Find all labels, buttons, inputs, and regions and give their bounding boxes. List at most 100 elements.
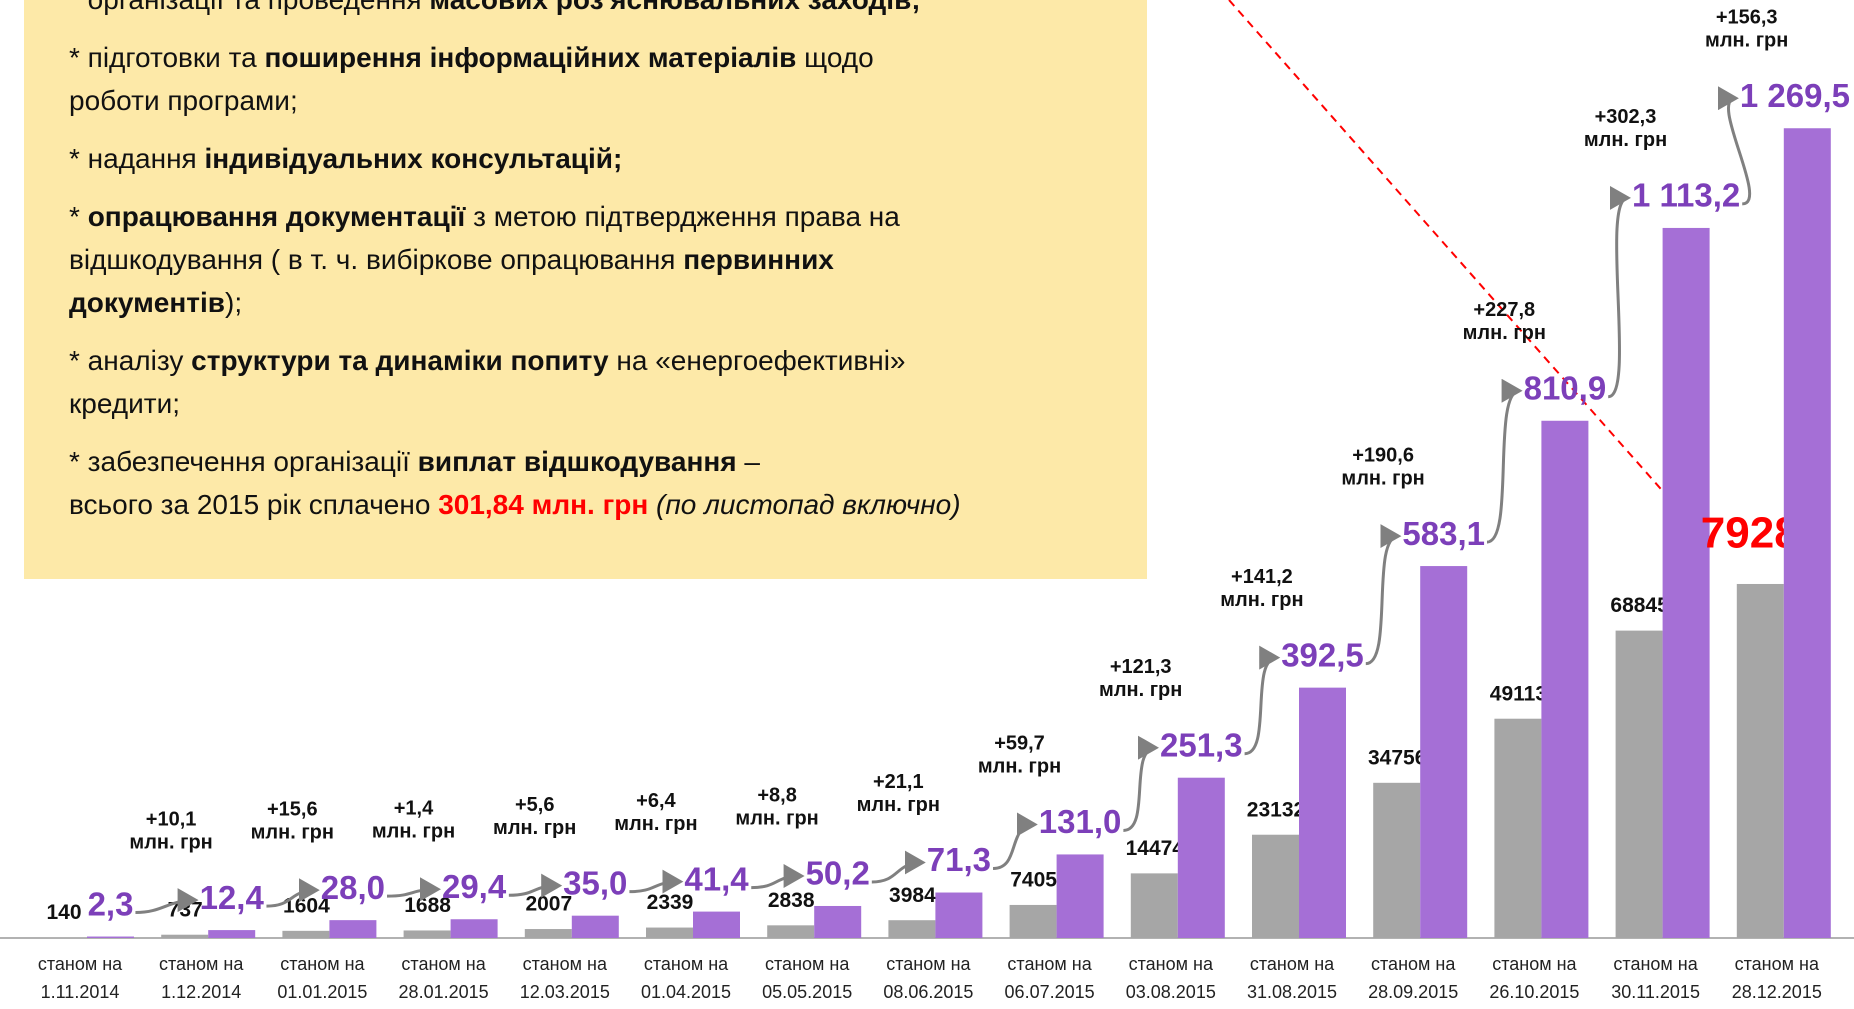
increment-arrow	[387, 877, 441, 902]
info-text: масових роз'яснювальних заходів;	[429, 0, 920, 15]
increment-arrow	[1717, 86, 1752, 206]
increment-unit: млн. грн	[1220, 589, 1303, 611]
increment-label: +121,3	[1110, 656, 1172, 678]
bar-value-label: 23132	[1247, 798, 1305, 821]
bar	[524, 929, 572, 938]
x-tick-line: 06.07.2015	[1005, 982, 1095, 1002]
info-text: * організації та проведення	[69, 0, 429, 15]
info-text: * забезпечення організації	[69, 446, 418, 477]
bar	[814, 905, 862, 938]
x-tick-line: 1.12.2014	[161, 982, 241, 1002]
increment-arrow	[629, 869, 684, 894]
increment-label: +10,1	[146, 808, 197, 830]
increment-unit: млн. грн	[735, 807, 818, 829]
x-tick-line: 1.11.2014	[41, 982, 120, 1002]
increment-unit: млн. грн	[1584, 129, 1667, 151]
bar	[1783, 128, 1831, 938]
bar	[1736, 583, 1784, 938]
pointer-line	[1228, 0, 1691, 523]
bar	[1494, 718, 1542, 938]
x-tick-line: 05.05.2015	[762, 982, 852, 1002]
increment-unit: млн. грн	[1463, 322, 1546, 344]
bar-value-label: 29,4	[442, 868, 507, 905]
x-tick-label: станом на 1.11.2014	[38, 954, 123, 1002]
increment-unit: млн. грн	[129, 831, 212, 853]
info-item: * підготовки та поширення інформаційних …	[69, 36, 1147, 122]
x-tick-label: станом на 28.01.2015	[399, 954, 489, 1002]
increment-arrow	[1365, 524, 1402, 666]
x-tick-line: станом на	[159, 954, 244, 974]
x-tick-line: 08.06.2015	[883, 982, 973, 1002]
bar	[935, 892, 983, 938]
bar	[1177, 777, 1225, 938]
bar-value-label: 251,3	[1160, 726, 1243, 763]
info-text: * надання	[69, 143, 205, 174]
bar	[87, 936, 134, 938]
x-tick-line: станом на	[765, 954, 850, 974]
bar	[1662, 227, 1710, 938]
info-text: 301,84 млн. грн	[438, 489, 649, 520]
bar-value-label: 131,0	[1039, 803, 1122, 840]
x-tick-label: станом на 12.03.2015	[520, 954, 610, 1002]
increment-label: +15,6	[267, 798, 318, 820]
x-tick-line: станом на	[644, 954, 729, 974]
info-text: поширення інформаційних матеріалів	[264, 42, 797, 73]
increment-arrow	[1123, 735, 1159, 832]
x-tick-line: станом на	[1007, 954, 1092, 974]
increment-label: +5,6	[515, 794, 554, 816]
info-item: * опрацювання документації з метою підтв…	[69, 195, 1147, 324]
increment-arrow	[871, 850, 926, 884]
x-tick-label: станом на 31.08.2015	[1247, 954, 1337, 1002]
info-text: опрацювання документації	[87, 201, 466, 232]
x-tick-line: 30.11.2015	[1611, 982, 1700, 1002]
x-tick-label: станом на 30.11.2015	[1611, 954, 1700, 1002]
increment-unit: млн. грн	[251, 821, 334, 843]
bar-value-label: 12,4	[200, 879, 265, 916]
bar-value-label: 71,3	[927, 841, 991, 878]
info-text: з метою підтвердження права на відшкодув…	[69, 201, 900, 275]
increment-arrow	[751, 863, 805, 890]
bar-value-label: 68845	[1610, 594, 1669, 617]
bar	[1299, 687, 1346, 938]
increment-label: +1,4	[394, 798, 434, 820]
increment-unit: млн. грн	[978, 756, 1061, 778]
bar	[1420, 566, 1468, 938]
increment-arrow	[135, 888, 199, 915]
x-tick-line: 31.08.2015	[1247, 982, 1337, 1002]
bar-value-label: 3984	[889, 884, 936, 907]
increment-label: +156,3	[1716, 7, 1778, 29]
info-text: індивідуальних консультацій;	[204, 143, 623, 174]
bar	[767, 925, 815, 938]
x-tick-line: станом на	[401, 954, 486, 974]
x-tick-label: станом на 01.01.2015	[277, 954, 367, 1002]
bar-value-label: 810,9	[1524, 369, 1607, 406]
x-tick-line: станом на	[1613, 954, 1698, 974]
increment-arrow	[508, 873, 563, 898]
x-tick-line: 03.08.2015	[1126, 982, 1216, 1002]
increment-label: +190,6	[1352, 444, 1414, 466]
x-tick-label: станом на 05.05.2015	[762, 954, 852, 1002]
info-text: виплат відшкодування	[417, 446, 737, 477]
bar-value-label: 2007	[525, 893, 572, 916]
bar	[208, 930, 256, 938]
increment-unit: млн. грн	[1341, 467, 1424, 489]
info-item: * аналізу структури та динаміки попиту н…	[69, 339, 1147, 425]
increment-unit: млн. грн	[1705, 30, 1788, 52]
bar	[1541, 420, 1589, 938]
x-tick-line: 01.01.2015	[277, 982, 367, 1002]
info-text: щодо роботи програми;	[69, 42, 874, 116]
bar	[1009, 904, 1057, 938]
bar	[1130, 873, 1178, 938]
x-tick-label: станом на 1.12.2014	[159, 954, 244, 1002]
increment-label: +8,8	[757, 784, 796, 806]
x-tick-line: 01.04.2015	[641, 982, 731, 1002]
info-text: на «енергоефективні» кредити;	[69, 345, 906, 419]
bar	[571, 915, 619, 938]
increment-arrow	[1607, 186, 1631, 399]
x-tick-line: 28.09.2015	[1368, 982, 1458, 1002]
bar	[1615, 630, 1663, 938]
x-tick-line: станом на	[1492, 954, 1577, 974]
bar-value-label: 35,0	[563, 864, 627, 901]
